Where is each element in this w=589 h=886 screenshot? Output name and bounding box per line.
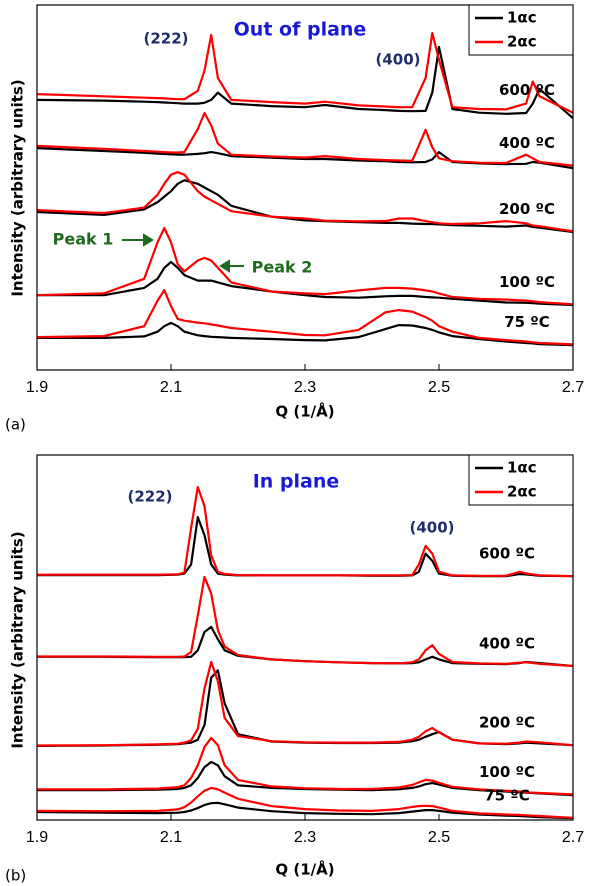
data-line <box>36 786 574 819</box>
plot-frame <box>36 4 574 371</box>
annotation: (400) <box>409 519 454 537</box>
annotation: (222) <box>143 30 188 48</box>
curve-label: 200 ºC <box>499 200 555 218</box>
legend-box <box>468 4 574 56</box>
annotation: Peak 2 <box>252 258 313 277</box>
x-axis-label: Q (1/Å) <box>275 402 334 421</box>
curve-label: 75 ºC <box>504 313 550 331</box>
x-axis-label: Q (1/Å) <box>275 860 334 879</box>
curve-label: 100 ºC <box>479 763 535 781</box>
x-tick-label: 2.5 <box>428 379 450 396</box>
legend-label: 2αc <box>507 33 537 51</box>
x-tick-label: 2.5 <box>428 829 450 846</box>
data-line <box>37 736 574 796</box>
arrow-head <box>219 259 230 273</box>
curve-label: 200 ºC <box>479 714 535 732</box>
data-line <box>36 660 574 747</box>
panel-a: Out of plane (222) (400) Peak 1 Peak 2 (… <box>5 4 584 434</box>
data-line <box>37 575 574 668</box>
panel-title: In plane <box>253 471 340 493</box>
data-line <box>36 289 574 346</box>
panel-title: Out of plane <box>234 19 367 41</box>
x-tick-label: 2.1 <box>160 829 182 846</box>
x-tick-label: 2.3 <box>294 829 316 846</box>
data-line <box>36 111 574 167</box>
legend-box <box>468 454 574 506</box>
annotation: (400) <box>375 51 420 69</box>
curve-label: 600 ºC <box>479 545 535 563</box>
x-tick-label: 2.7 <box>562 379 584 396</box>
annotation: Peak 1 <box>53 230 114 249</box>
curve-label: 400 ºC <box>479 634 535 652</box>
data-line <box>36 226 574 306</box>
x-tick-label: 1.9 <box>26 829 48 846</box>
data-line <box>36 179 574 234</box>
legend-label: 2αc <box>507 483 537 501</box>
arrows <box>122 233 244 273</box>
data-line <box>36 171 574 233</box>
curve-label: 600 ºC <box>499 81 555 99</box>
y-axis-label: Intensity (arbitrary units) <box>9 531 27 748</box>
legend-label: 1αc <box>507 9 537 27</box>
arrow-head <box>143 233 154 247</box>
x-tick-label: 2.3 <box>294 379 316 396</box>
data-line <box>36 45 574 120</box>
panel-label: (b) <box>5 867 26 885</box>
data-line <box>37 321 574 347</box>
curve-label: 100 ºC <box>499 273 555 291</box>
annotation: (222) <box>127 488 172 506</box>
data-line <box>37 260 574 307</box>
y-axis-label: Intensity (arbitrary units) <box>9 79 27 296</box>
x-tick-label: 1.9 <box>26 379 48 396</box>
data-line <box>36 31 574 114</box>
panel-b: In plane (222) (400) (b) 600 ºC 400 ºC 200… <box>5 454 584 885</box>
data-line <box>36 669 574 747</box>
x-tick-label: 2.1 <box>160 379 182 396</box>
legend-label: 1αc <box>507 459 537 477</box>
curve-label: 400 ºC <box>499 134 555 152</box>
panel-label: (a) <box>5 416 26 434</box>
curve-label: 75 ºC <box>484 786 530 804</box>
x-tick-label: 2.7 <box>562 829 584 846</box>
data-line <box>37 485 574 578</box>
